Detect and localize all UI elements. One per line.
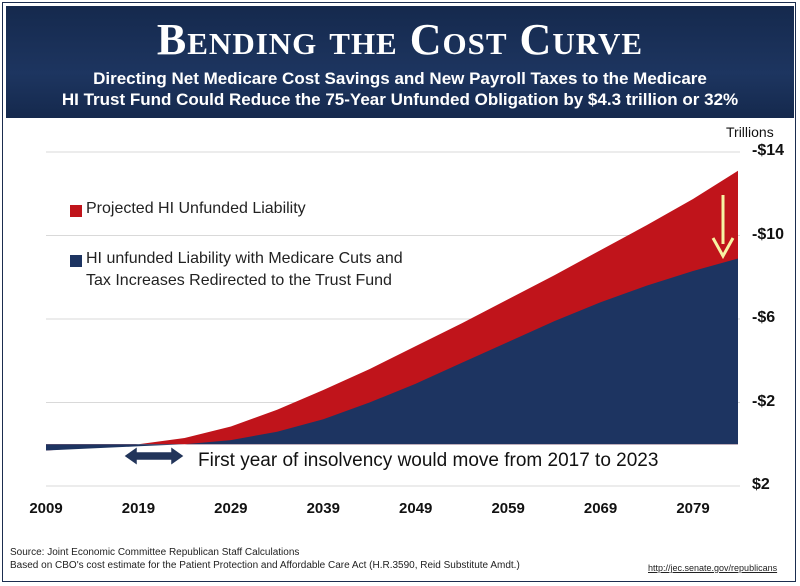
series-area-with-cuts — [46, 258, 738, 451]
x-tick-label: 2049 — [399, 500, 433, 517]
legend-label-with-cuts-line-2: Tax Increases Redirected to the Trust Fu… — [86, 272, 392, 289]
x-tick-label: 2029 — [214, 500, 248, 517]
y-tick-label: $2 — [752, 476, 770, 493]
source-note: Source: Joint Economic Committee Republi… — [10, 546, 520, 572]
chart-title: Bending the Cost Curve — [156, 15, 644, 64]
insolvency-shift-arrow — [124, 447, 184, 465]
y-axis-unit-label: Trillions — [726, 124, 774, 140]
x-tick-label: 2079 — [676, 500, 710, 517]
legend-swatch-projected — [70, 205, 82, 217]
reduction-arrow-head — [711, 237, 735, 260]
legend-label-with-cuts: HI unfunded Liability with Medicare Cuts… — [86, 248, 403, 292]
source-line-1: Source: Joint Economic Committee Republi… — [10, 547, 300, 558]
series-areas — [46, 170, 738, 451]
y-tick-label: -$10 — [752, 225, 785, 243]
x-tick-label: 2069 — [583, 500, 618, 517]
source-link[interactable]: http://jec.senate.gov/republicans — [648, 563, 778, 573]
y-tick-label: -$6 — [752, 309, 776, 326]
annotations-layer — [124, 195, 735, 465]
subtitle-line-2: HI Trust Fund Could Reduce the 75-Year U… — [61, 90, 739, 109]
legend-label-projected: Projected HI Unfunded Liability — [86, 200, 306, 217]
x-tick-label: 2059 — [491, 500, 525, 517]
y-tick-label: -$2 — [752, 392, 776, 410]
chart-subtitle: Directing Net Medicare Cost Savings and … — [6, 68, 794, 110]
x-tick-label: 2019 — [121, 500, 156, 517]
legend-swatch-with-cuts — [70, 255, 82, 267]
legend-label-with-cuts-line-1: HI unfunded Liability with Medicare Cuts… — [86, 250, 403, 267]
source-line-2: Based on CBO's cost estimate for the Pat… — [10, 560, 520, 571]
x-tick-label: 2009 — [29, 500, 63, 517]
x-tick-label: 2039 — [306, 500, 340, 517]
y-tick-label: -$14 — [752, 142, 785, 159]
subtitle-line-1: Directing Net Medicare Cost Savings and … — [93, 69, 707, 88]
insolvency-annotation: First year of insolvency would move from… — [198, 450, 659, 471]
title-banner: Bending the Cost Curve Directing Net Med… — [6, 6, 794, 118]
